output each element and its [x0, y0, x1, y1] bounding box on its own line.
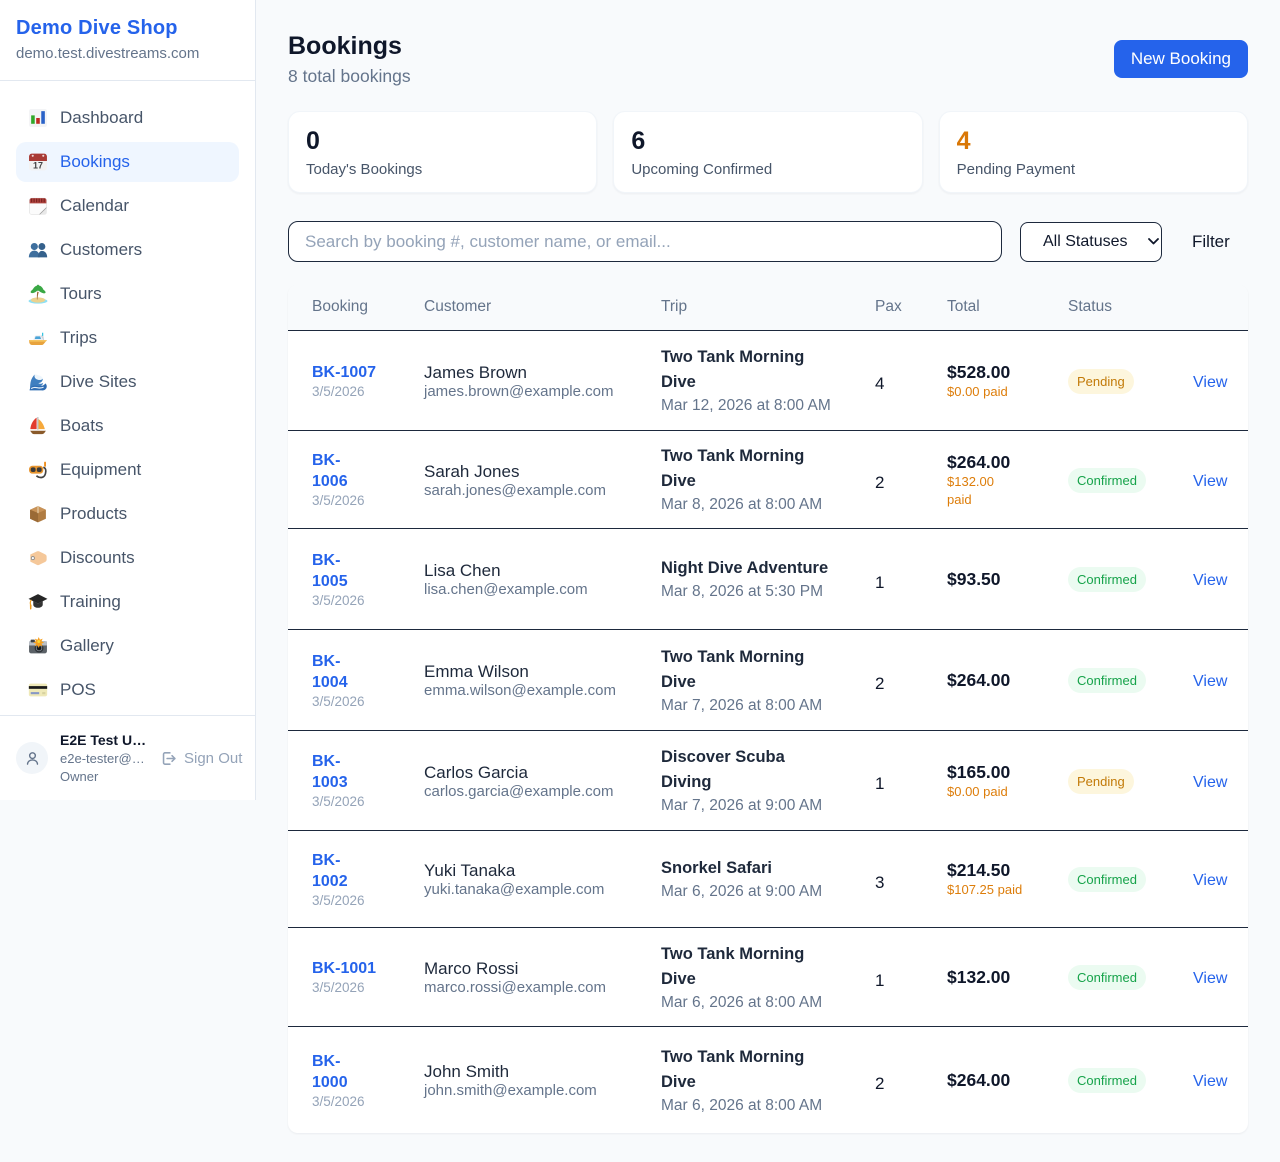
svg-text:17: 17: [33, 160, 43, 170]
